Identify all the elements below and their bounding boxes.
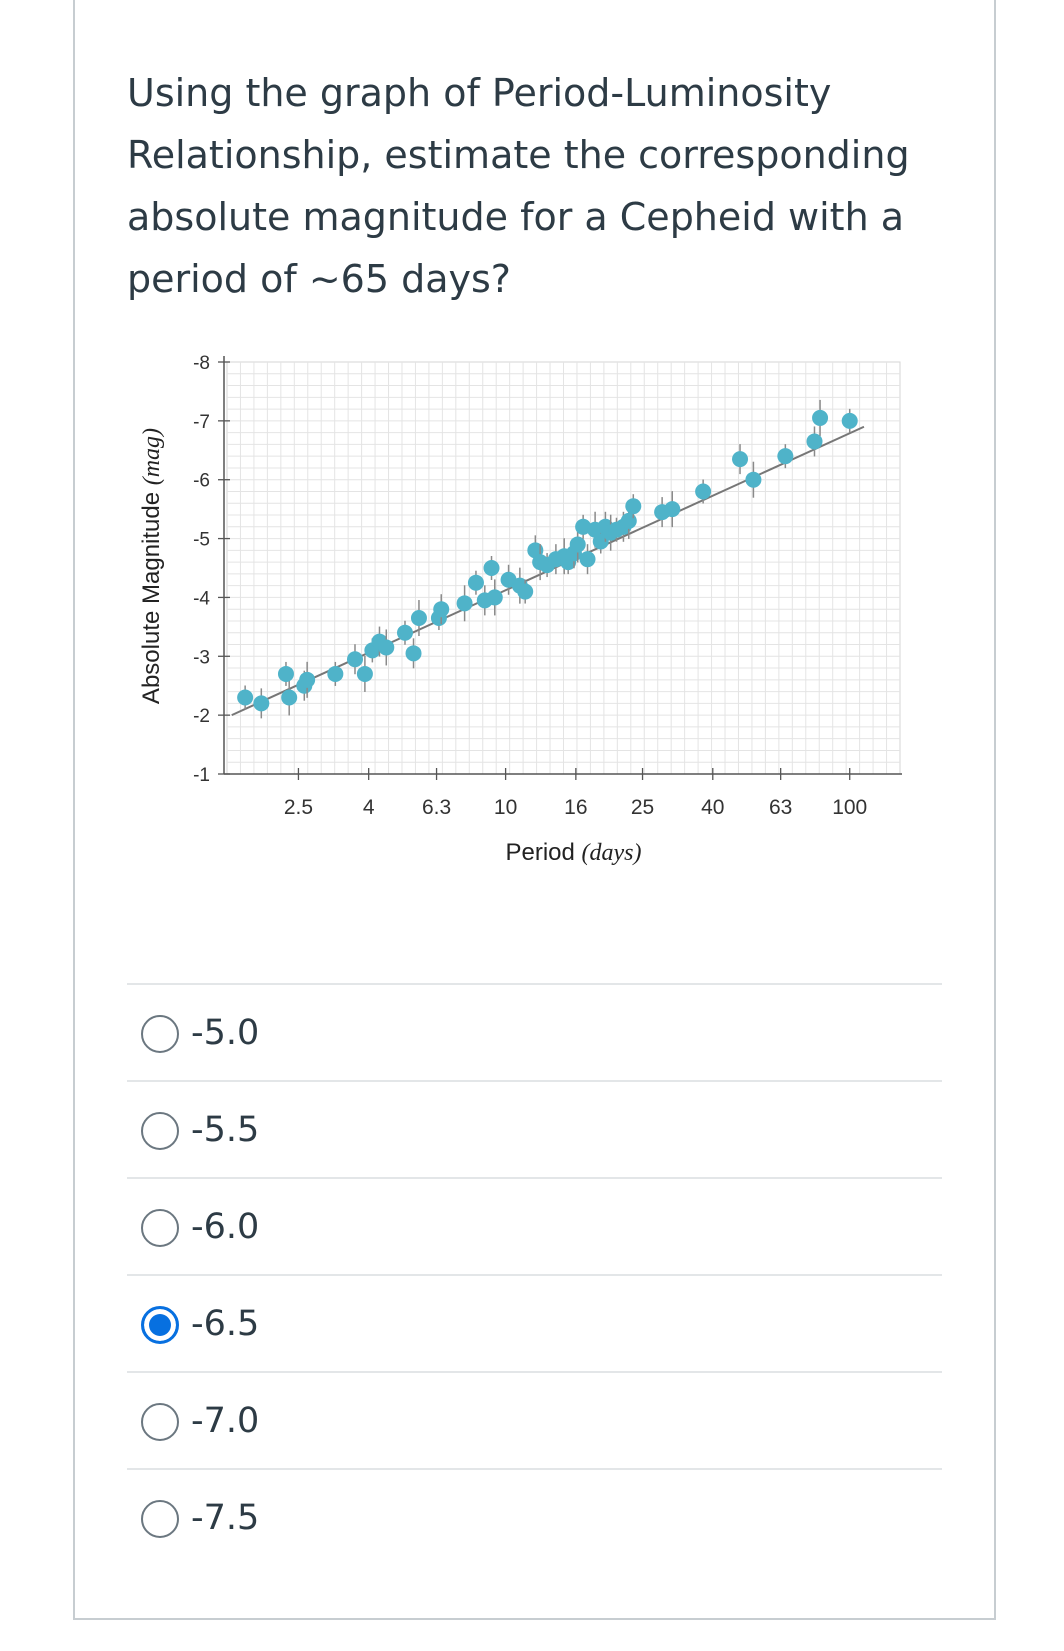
data-point [732, 451, 749, 468]
answer-label: -7.5 [191, 1498, 260, 1538]
x-tick-label: 40 [701, 796, 724, 819]
data-point [745, 471, 762, 488]
data-point [575, 518, 592, 535]
x-tick-label: 100 [832, 796, 867, 819]
x-tick-label: 25 [631, 796, 654, 819]
period-luminosity-chart: -8 -7 -6 -5 -4 -3 -2 -1 2.5 4 6.3 10 16 25 40 63 100 Peri… [130, 350, 930, 920]
chart-labels: -8 -7 -6 -5 -4 -3 -2 -1 2.5 4 6.3 10 16 25 40 63 100 Peri… [138, 353, 867, 866]
question-line-4: period of ~65 days? [127, 257, 511, 301]
x-tick-label: 6.3 [422, 796, 451, 819]
radio-button-selected[interactable] [141, 1306, 179, 1344]
data-point [664, 501, 681, 518]
radio-button[interactable] [141, 1403, 179, 1441]
chart-axes [218, 356, 902, 780]
y-tick-label: -2 [193, 706, 210, 727]
data-point [396, 624, 413, 641]
data-point [410, 610, 427, 627]
answer-option-5[interactable]: -7.0 [127, 1371, 942, 1468]
y-tick-label: -1 [193, 765, 210, 786]
radio-button[interactable] [141, 1112, 179, 1150]
x-tick-label: 16 [564, 796, 587, 819]
question-card [73, 0, 996, 1620]
y-tick-label: -5 [193, 530, 210, 551]
answer-label: -5.0 [191, 1013, 260, 1053]
data-point [486, 589, 503, 606]
data-point [237, 689, 254, 706]
radio-button[interactable] [141, 1015, 179, 1053]
data-point [620, 512, 637, 529]
x-tick-label: 10 [494, 796, 517, 819]
data-point [378, 639, 395, 656]
data-point [299, 671, 316, 688]
radio-button[interactable] [141, 1500, 179, 1538]
data-point [569, 536, 586, 553]
data-point [841, 412, 858, 429]
answer-option-4[interactable]: -6.5 [127, 1274, 942, 1371]
data-point [253, 695, 270, 712]
data-point [277, 665, 294, 682]
x-tick-label: 2.5 [284, 796, 313, 819]
y-axis-title: Absolute Magnitude (mag) [138, 428, 165, 704]
answer-label: -6.5 [191, 1304, 260, 1344]
answer-option-1[interactable]: -5.0 [127, 983, 942, 1080]
answer-label: -6.0 [191, 1207, 260, 1247]
data-point [327, 665, 344, 682]
question-line-1: Using the graph of Period-Luminosity [127, 71, 832, 115]
answer-option-6[interactable]: -7.5 [127, 1468, 942, 1565]
answer-list: -5.0 -5.5 -6.0 -6.5 -7.0 -7.5 [127, 983, 942, 1565]
x-tick-label: 63 [769, 796, 792, 819]
data-point [467, 574, 484, 591]
x-tick-label: 4 [363, 796, 375, 819]
question-line-3: absolute magnitude for a Cepheid with a [127, 195, 905, 239]
y-tick-label: -3 [193, 647, 210, 668]
y-tick-label: -7 [193, 412, 210, 433]
chart-svg: -8 -7 -6 -5 -4 -3 -2 -1 2.5 4 6.3 10 16 25 40 63 100 Peri… [138, 353, 902, 866]
data-point [483, 560, 500, 576]
data-point [777, 448, 794, 465]
data-point [356, 665, 373, 682]
data-point [806, 433, 823, 450]
y-tick-label: -6 [193, 471, 210, 492]
answer-label: -7.0 [191, 1401, 260, 1441]
y-tick-label: -4 [193, 588, 210, 609]
answer-option-2[interactable]: -5.5 [127, 1080, 942, 1177]
y-axis-title-unit: (mag) [139, 428, 165, 485]
data-point [625, 498, 642, 515]
y-tick-label: -8 [193, 353, 210, 374]
x-axis-title-main: Period [505, 839, 581, 866]
data-point [281, 689, 298, 706]
data-point [517, 583, 534, 600]
answer-option-3[interactable]: -6.0 [127, 1177, 942, 1274]
data-point [579, 551, 596, 568]
x-axis-title-unit: (days) [582, 840, 642, 866]
radio-button[interactable] [141, 1209, 179, 1247]
question-line-2: Relationship, estimate the corresponding [127, 133, 910, 177]
data-point [695, 483, 712, 500]
data-point [346, 651, 363, 668]
data-point [433, 601, 450, 618]
y-axis-title-main: Absolute Magnitude [138, 485, 165, 704]
chart-points [237, 399, 858, 719]
question-text: Using the graph of Period-Luminosity Rel… [127, 62, 917, 310]
data-point [456, 595, 473, 612]
data-point [812, 409, 829, 426]
data-point [405, 645, 422, 662]
x-axis-title: Period (days) [505, 839, 641, 866]
answer-label: -5.5 [191, 1110, 260, 1150]
